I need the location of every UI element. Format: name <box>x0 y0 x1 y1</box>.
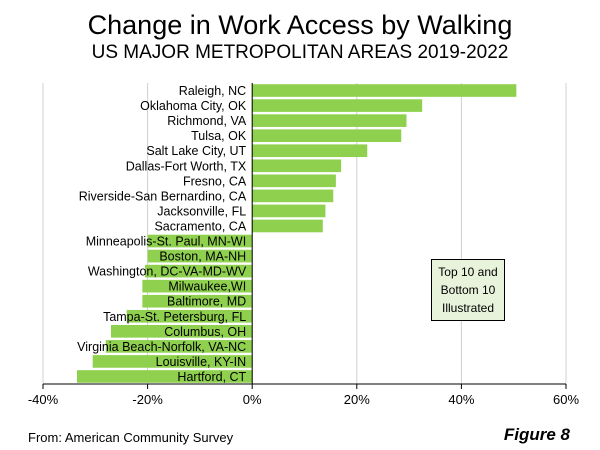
category-label: Tulsa, OK <box>191 129 247 143</box>
x-tick-label: 60% <box>553 392 579 407</box>
bar <box>252 114 407 127</box>
x-tick-label: -40% <box>28 392 59 407</box>
bar <box>110 325 253 338</box>
x-tick-label: 40% <box>448 392 474 407</box>
category-label: Louisville, KY-IN <box>156 355 247 369</box>
bar <box>144 264 253 278</box>
category-label: Virginia Beach-Norfolk, VA-NC <box>77 340 246 354</box>
note-box: Top 10 and Bottom 10 Illustrated <box>431 259 505 321</box>
bar <box>147 249 253 263</box>
bar <box>252 99 423 112</box>
bar <box>142 279 253 293</box>
category-label: Boston, MA-NH <box>159 250 246 264</box>
category-label: Oklahoma City, OK <box>140 99 247 113</box>
category-label: Dallas-Fort Worth, TX <box>126 159 247 173</box>
bar <box>252 159 342 173</box>
category-label: Tampa-St. Petersburg, FL <box>103 310 246 324</box>
category-label: Fresno, CA <box>183 174 247 188</box>
category-label: Riverside-San Bernardino, CA <box>79 189 247 203</box>
category-label: Milwaukee,WI <box>168 280 246 294</box>
category-label: Richmond, VA <box>167 114 247 128</box>
x-tick-label: -20% <box>132 392 163 407</box>
category-label: Baltimore, MD <box>167 295 246 309</box>
bar <box>126 309 253 323</box>
category-label: Hartford, CT <box>177 370 246 384</box>
source-note: From: American Community Survey <box>28 430 234 445</box>
note-line: Bottom 10 <box>440 283 496 297</box>
category-label: Washington, DC-VA-MD-WV <box>88 265 247 279</box>
x-tick-label: 0% <box>243 392 262 407</box>
bar <box>92 355 253 368</box>
figure-label: Figure 8 <box>503 425 570 444</box>
category-label: Jacksonville, FL <box>157 204 246 218</box>
chart-title: Change in Work Access by Walking <box>87 10 513 40</box>
bar <box>252 204 326 218</box>
note-line: Illustrated <box>441 301 495 315</box>
bar <box>105 340 253 353</box>
note-line: Top 10 and <box>438 265 498 279</box>
category-label: Salt Lake City, UT <box>146 144 246 158</box>
category-label: Columbus, OH <box>164 325 246 339</box>
bar <box>252 129 402 142</box>
bar <box>142 294 253 308</box>
x-tick-label: 20% <box>344 392 370 407</box>
bar <box>147 234 253 248</box>
category-label: Sacramento, CA <box>154 219 246 233</box>
category-label: Minneapolis-St. Paul, MN-WI <box>86 235 246 249</box>
bar <box>252 144 368 158</box>
category-label: Raleigh, NC <box>179 84 246 98</box>
bar <box>252 219 323 233</box>
bar <box>252 189 334 203</box>
bar <box>252 174 336 188</box>
bar <box>76 370 253 383</box>
bar <box>252 84 517 97</box>
chart-subtitle: US MAJOR METROPOLITAN AREAS 2019-2022 <box>91 42 509 63</box>
